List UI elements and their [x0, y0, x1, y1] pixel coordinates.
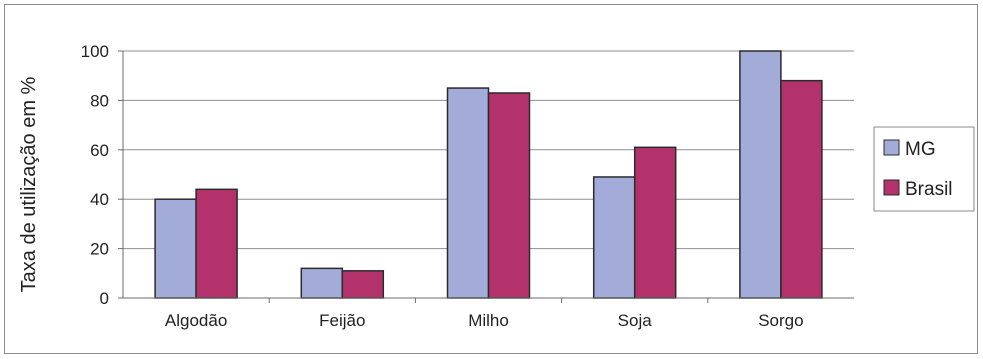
bar-mg-feijao [300, 267, 344, 299]
y-axis-title: Taxa de utilização em % [18, 76, 40, 292]
bar-brasil-sorgo [780, 79, 823, 299]
legend: MG Brasil [873, 126, 975, 212]
y-tick-label: 100 [81, 42, 109, 61]
bars [154, 50, 823, 299]
chart-frame: 0 20 40 60 80 100 Algodão Feijão Milho Soja Sorgo… [4, 4, 978, 354]
x-tick-label: Algodão [165, 311, 227, 330]
bar-mg-sorgo [739, 50, 782, 299]
y-tick-label: 20 [90, 240, 109, 259]
y-tick-label: 60 [90, 141, 109, 160]
bar-chart: 0 20 40 60 80 100 Algodão Feijão Milho Soja Sorgo… [18, 42, 975, 330]
legend-swatch-brasil [883, 179, 900, 196]
axes [118, 50, 854, 303]
y-tick-label: 80 [90, 91, 109, 110]
y-tick-label: 40 [90, 190, 109, 209]
legend-label-mg: MG [905, 139, 936, 160]
bar-brasil-soja [633, 146, 677, 299]
bar-mg-soja [592, 176, 636, 299]
legend-label-brasil: Brasil [905, 179, 953, 200]
x-tick-label: Feijão [319, 311, 365, 330]
bar-brasil-feijao [341, 270, 385, 299]
x-tick-label: Milho [468, 311, 509, 330]
bar-brasil-milho [487, 92, 531, 299]
x-tick-label: Soja [618, 311, 653, 330]
x-tick-label: Sorgo [758, 311, 803, 330]
y-tick-label: 0 [100, 289, 109, 308]
bar-brasil-algodao [195, 188, 238, 299]
bar-mg-algodao [154, 198, 197, 299]
legend-swatch-mg [883, 139, 900, 156]
y-tick-labels: 0 20 40 60 80 100 [81, 42, 109, 308]
bar-mg-milho [446, 87, 490, 299]
x-tick-labels: Algodão Feijão Milho Soja Sorgo [165, 311, 804, 330]
